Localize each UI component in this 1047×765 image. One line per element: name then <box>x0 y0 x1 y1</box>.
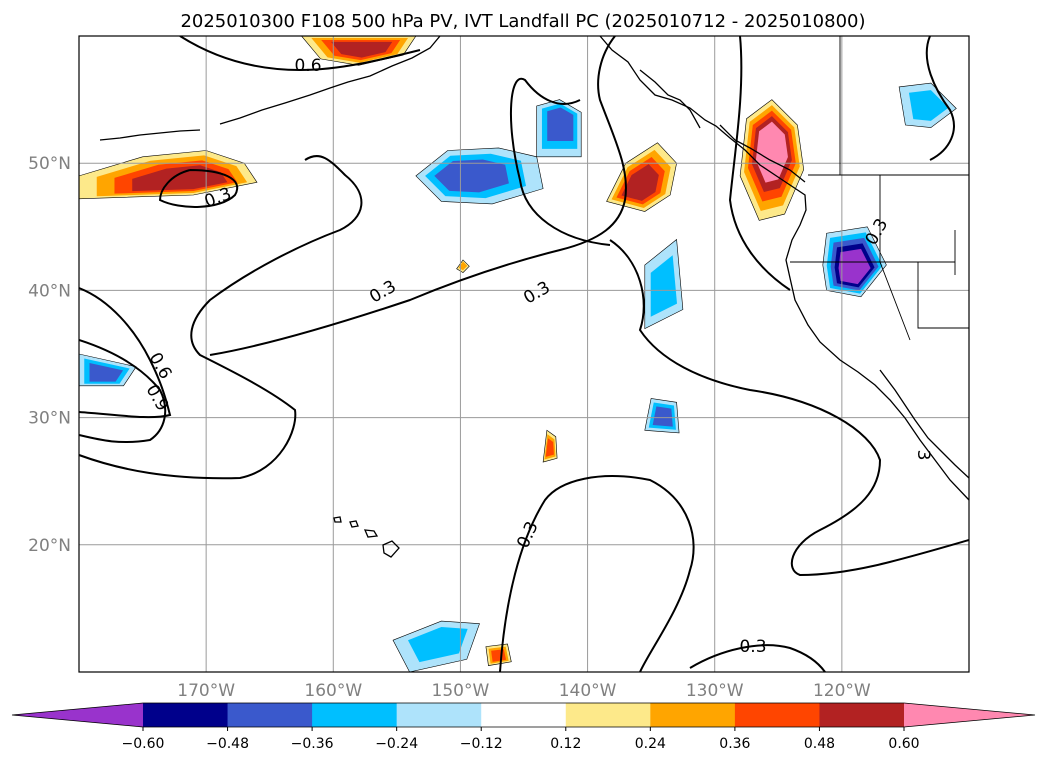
chart-title: 2025010300 F108 500 hPa PV, IVT Landfall… <box>180 11 865 32</box>
contour-label: 3 <box>913 450 933 461</box>
pv-filled-contours <box>79 36 957 672</box>
filled-region-level <box>89 362 124 382</box>
contour-0-6-west <box>79 339 167 444</box>
coastline-north-america <box>599 36 969 501</box>
island-hawaii <box>382 540 400 558</box>
filled-region <box>485 643 512 666</box>
island-kauai <box>333 516 342 523</box>
state-borders <box>790 36 969 341</box>
lon-tick-label: 150°W <box>432 681 490 701</box>
lat-tick-label: 30°N <box>28 409 71 429</box>
contour-0-3-ridge <box>509 77 611 246</box>
coastline-baja <box>879 369 969 479</box>
hawaiian-islands <box>333 516 400 558</box>
filled-region-level <box>331 41 393 58</box>
lat-tick-label: 20°N <box>28 536 71 556</box>
colorbar-tick-label: −0.36 <box>291 736 334 752</box>
colorbar-tick-label: 0.48 <box>804 736 835 752</box>
filled-region-level <box>545 438 554 457</box>
aleutian-chain <box>99 129 201 141</box>
contour-0-3-west-loop <box>79 287 172 419</box>
filled-region-level <box>838 248 871 285</box>
filled-region <box>644 398 680 434</box>
filled-region <box>415 147 544 205</box>
colorbar-tick-label: 0.24 <box>635 736 666 752</box>
coastlines <box>99 36 969 558</box>
map-background <box>79 36 969 672</box>
filled-region-level <box>407 627 468 663</box>
lon-tick-label: 170°W <box>177 681 235 701</box>
island-maui <box>363 529 379 538</box>
filled-region-level <box>621 164 659 201</box>
contour-label: 0.6 <box>294 56 321 76</box>
contour-0-3-central <box>79 155 363 480</box>
filled-region-level <box>652 406 673 427</box>
contour-0-3-east <box>209 36 627 356</box>
contour-0-3-south <box>499 475 695 672</box>
map-area: 0.60.30.3 0.30.60.90.30.30.33 <box>79 36 969 672</box>
colorbar-segment <box>650 703 736 727</box>
filled-region <box>644 238 684 330</box>
colorbar-extend-low <box>12 703 143 727</box>
filled-region <box>898 82 957 128</box>
coastline-alaska-peninsula <box>219 36 441 125</box>
filled-region-level <box>132 165 228 192</box>
colorbar-tick-label: −0.48 <box>206 736 249 752</box>
colorbar-segment <box>734 703 820 727</box>
contour-0-3-bottom <box>689 644 826 672</box>
colorbar-segment <box>227 703 313 727</box>
contour-0-3-southeast <box>609 239 969 577</box>
filled-region-level <box>908 90 949 121</box>
colorbar-tick-label: −0.12 <box>460 736 503 752</box>
colorbar-segment <box>396 703 482 727</box>
colorbar-segment <box>143 703 229 727</box>
colorbar-segment <box>565 703 651 727</box>
filled-region-level <box>547 107 574 142</box>
contour-0-3-northeast <box>728 36 791 291</box>
contour-label: 0.3 <box>739 637 766 657</box>
filled-region <box>79 150 258 200</box>
colorbar-tick-label: 0.12 <box>550 736 581 752</box>
colorbar-tick-label: −0.24 <box>375 736 418 752</box>
graticule <box>79 36 969 672</box>
colorbar-segment <box>819 703 905 727</box>
colorbar-tick-label: 0.60 <box>888 736 919 752</box>
filled-region <box>739 99 805 221</box>
lon-tick-label: 160°W <box>304 681 362 701</box>
colorbar-segment <box>481 703 567 727</box>
filled-region-level <box>650 255 677 317</box>
lat-tick-label: 40°N <box>28 281 71 301</box>
lon-tick-label: 120°W <box>813 681 871 701</box>
lon-tick-label: 140°W <box>559 681 617 701</box>
coastline-canada-islands <box>639 69 806 183</box>
map-frame <box>78 35 970 673</box>
colorbar-segment <box>312 703 398 727</box>
lon-tick-label: 130°W <box>686 681 744 701</box>
filled-region <box>536 99 582 158</box>
axis-tick-labels: 170°W 160°W 150°W 140°W 130°W 120°W 20°N 30°N 40… <box>28 154 871 701</box>
island-oahu <box>349 520 359 528</box>
filled-region-level <box>491 649 507 662</box>
colorbar-extend-high <box>904 703 1035 727</box>
contour-0-3-farnortheast <box>925 36 955 161</box>
lat-tick-label: 50°N <box>28 154 71 174</box>
colorbar-tick-label: 0.36 <box>719 736 750 752</box>
colorbar: −0.60 −0.48 −0.36 −0.24 −0.12 0.12 0.24 0.36 0.4… <box>11 702 1036 752</box>
filled-region <box>392 620 480 672</box>
contour-0-3-nw-small <box>158 169 239 208</box>
colorbar-tick-label: −0.60 <box>122 736 165 752</box>
filled-region-level <box>434 159 509 193</box>
contour-0-6-north <box>179 36 421 72</box>
pv-contour-lines <box>79 36 969 672</box>
filled-region <box>542 429 558 463</box>
